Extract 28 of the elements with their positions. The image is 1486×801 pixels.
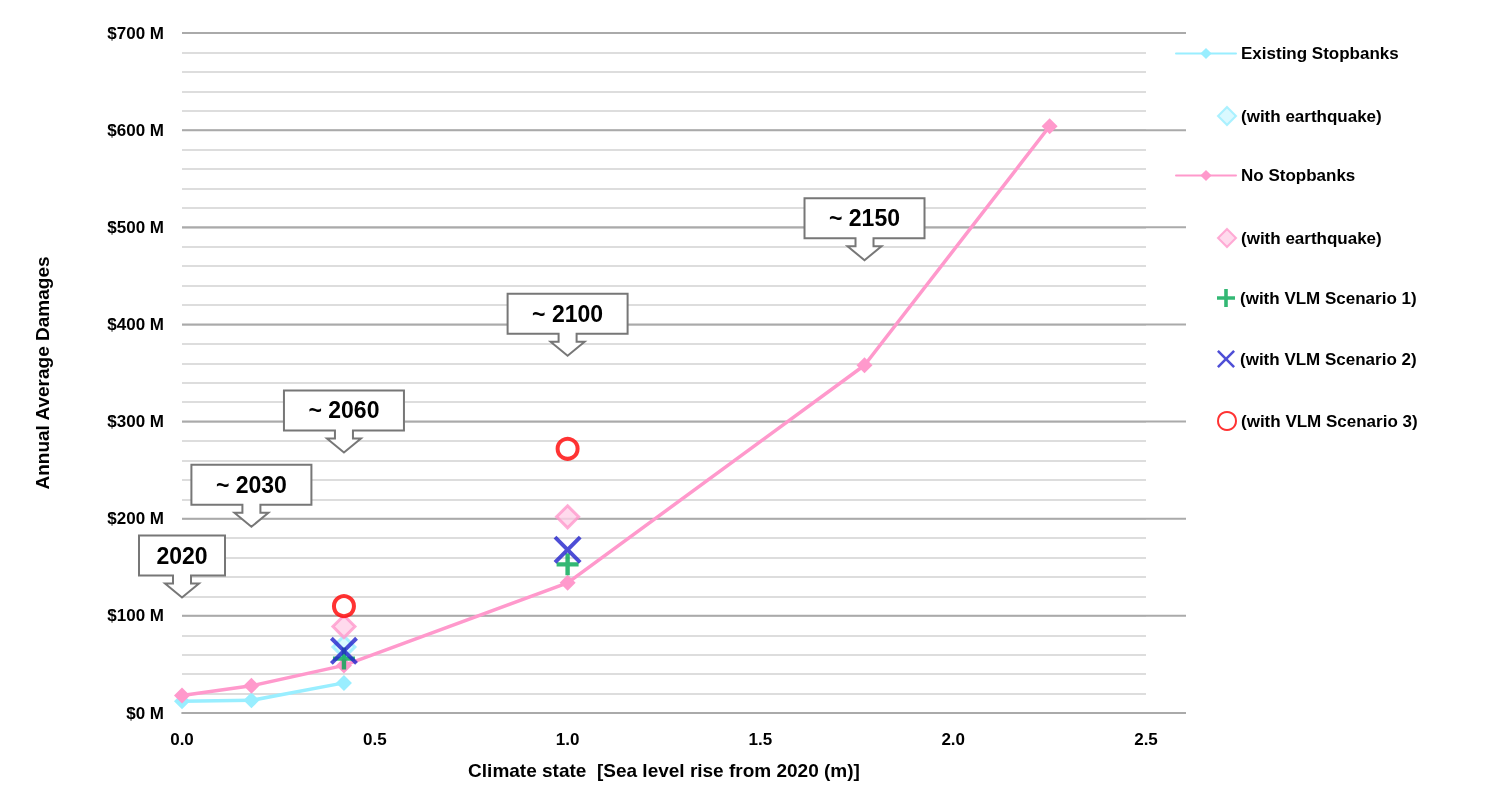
legend-label: (with VLM Scenario 2): [1240, 349, 1417, 369]
x-tick-label: 0.0: [170, 730, 194, 749]
legend-label: (with VLM Scenario 1): [1240, 288, 1417, 308]
y-tick-label: $400 M: [107, 314, 164, 334]
x-tick-label: 2.5: [1134, 730, 1158, 749]
y-tick-label: $500 M: [107, 217, 164, 237]
y-tick-label: $100 M: [107, 606, 164, 626]
x-tick-label: 0.5: [362, 730, 387, 749]
y-tick-label: $700 M: [107, 23, 164, 43]
legend-label: (with earthquake): [1241, 228, 1382, 248]
y-axis-title: Annual Average Damages: [32, 256, 53, 490]
annotation: ~ 2060: [308, 397, 380, 424]
annotation: ~ 2030: [215, 471, 287, 498]
legend-label: Existing Stopbanks: [1241, 44, 1399, 63]
legend-label: (with earthquake): [1241, 106, 1382, 126]
legend-label: No Stopbanks: [1241, 166, 1356, 185]
x-tick-label: 2.0: [941, 730, 966, 749]
x-tick-label: 1.5: [748, 730, 773, 749]
annotation: ~ 2100: [532, 300, 604, 327]
y-tick-label: $200 M: [107, 509, 164, 529]
annotation: 2020: [156, 542, 208, 569]
y-tick-label: $0 M: [126, 703, 164, 723]
x-axis-title: Climate state [Sea level rise from 2020 (m)]: [468, 760, 860, 781]
y-tick-label: $600 M: [107, 120, 164, 140]
annotation: ~ 2150: [829, 205, 901, 232]
y-tick-label: $300 M: [107, 412, 164, 432]
x-tick-label: 1.0: [555, 730, 580, 749]
legend-label: (with VLM Scenario 3): [1241, 411, 1418, 431]
